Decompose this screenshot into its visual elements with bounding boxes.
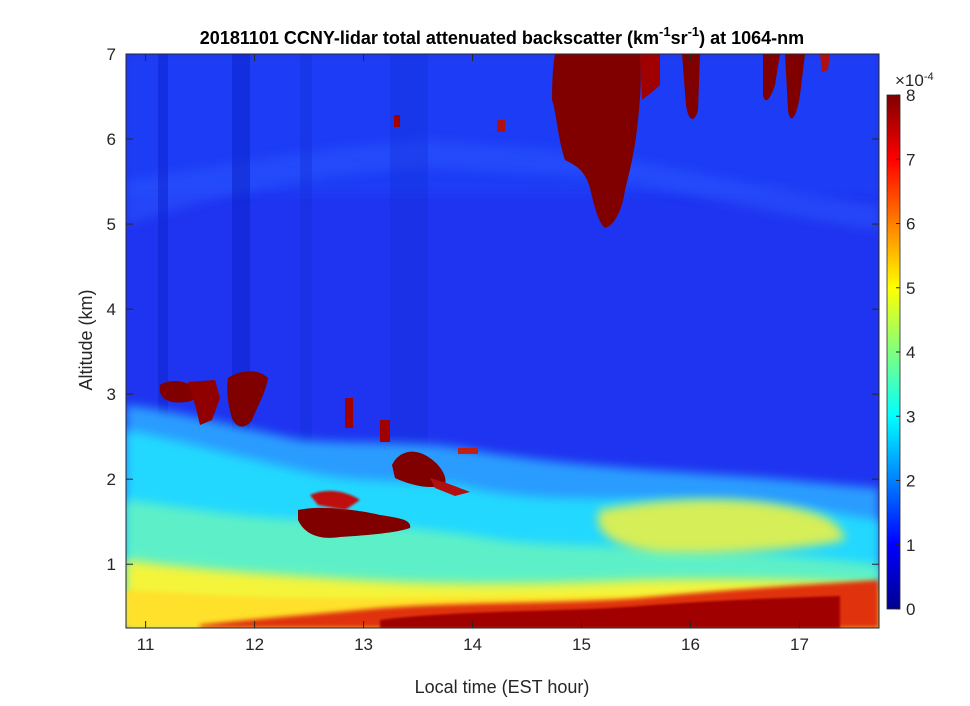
heatmap-image — [126, 54, 879, 628]
x-tick-label: 11 — [137, 635, 155, 654]
colorbar-tick-label: 4 — [906, 343, 915, 362]
y-tick-label: 5 — [107, 215, 116, 234]
y-axis: 1 2 3 4 5 6 7 — [107, 45, 879, 574]
x-tick-label: 12 — [245, 635, 264, 654]
y-tick-label: 6 — [107, 130, 116, 149]
colorbar-tick-label: 6 — [906, 215, 915, 234]
colorbar-tick-label: 0 — [906, 600, 915, 619]
colorbar-tick-label: 2 — [906, 472, 915, 491]
y-tick-label: 1 — [107, 555, 116, 574]
x-tick-label: 15 — [572, 635, 591, 654]
colorbar-multiplier: ×10-4 — [895, 71, 934, 90]
plot-area — [125, 53, 880, 629]
x-tick-label: 17 — [790, 635, 809, 654]
colorbar-tick-label: 3 — [906, 407, 915, 426]
y-axis-label: Altitude (km) — [76, 289, 96, 390]
colorbar-tick-label: 7 — [906, 150, 915, 169]
x-tick-label: 13 — [354, 635, 373, 654]
x-axis: 11 12 13 14 15 16 17 — [137, 54, 809, 654]
y-tick-label: 7 — [107, 45, 116, 64]
y-tick-label: 3 — [107, 385, 116, 404]
x-tick-label: 16 — [681, 635, 700, 654]
chart-title: 20181101 CCNY-lidar total attenuated bac… — [200, 24, 804, 48]
colorbar-tick-label: 5 — [906, 279, 915, 298]
colorbar-tick-label: 8 — [906, 86, 915, 105]
x-axis-label: Local time (EST hour) — [415, 677, 590, 697]
y-tick-label: 4 — [107, 300, 116, 319]
x-tick-label: 14 — [463, 635, 482, 654]
colorbar-tick-label: 1 — [906, 536, 915, 555]
colorbar-ticks: 0 1 2 3 4 5 6 7 8 — [896, 86, 915, 619]
y-tick-label: 2 — [107, 470, 116, 489]
